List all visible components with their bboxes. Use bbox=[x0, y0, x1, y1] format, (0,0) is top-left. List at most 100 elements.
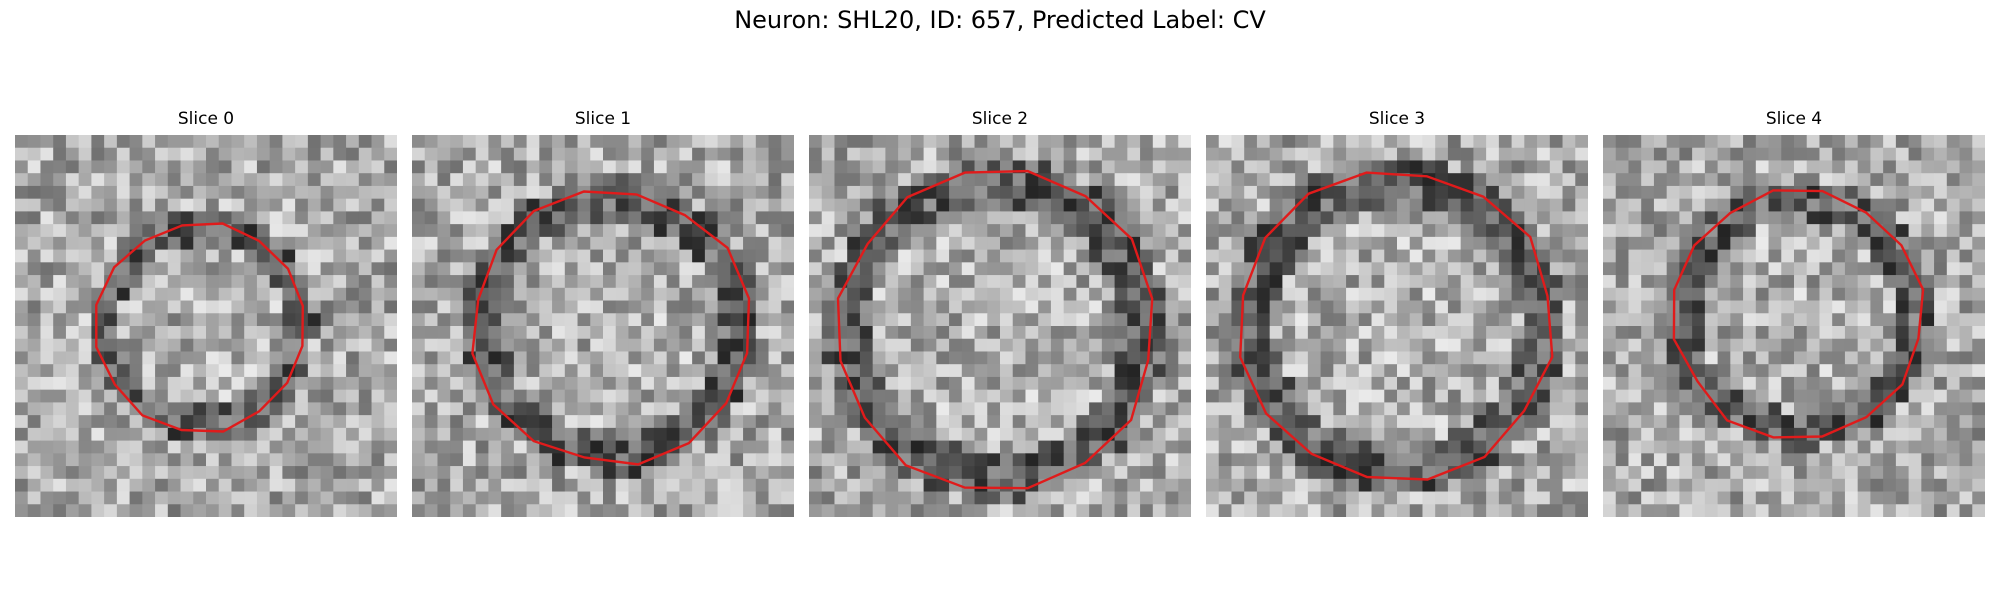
pixel bbox=[1206, 364, 1219, 377]
pixel bbox=[1692, 326, 1705, 339]
pixel bbox=[359, 262, 372, 275]
pixel bbox=[1641, 364, 1654, 377]
pixel bbox=[552, 288, 565, 301]
pixel bbox=[155, 390, 168, 403]
pixel bbox=[1308, 479, 1321, 492]
pixel bbox=[1845, 428, 1858, 441]
pixel bbox=[168, 492, 181, 505]
pixel bbox=[1372, 364, 1385, 377]
pixel bbox=[679, 237, 692, 250]
pixel bbox=[53, 288, 66, 301]
pixel bbox=[1206, 402, 1219, 415]
pixel bbox=[53, 224, 66, 237]
pixel bbox=[501, 250, 514, 263]
pixel bbox=[641, 441, 654, 454]
pixel bbox=[181, 160, 194, 173]
pixel bbox=[565, 173, 578, 186]
pixel bbox=[257, 275, 270, 288]
pixel bbox=[1321, 390, 1334, 403]
pixel bbox=[1166, 402, 1179, 415]
pixel bbox=[578, 211, 591, 224]
pixel bbox=[206, 288, 219, 301]
pixel bbox=[1448, 504, 1461, 517]
pixel bbox=[628, 466, 641, 479]
pixel bbox=[781, 160, 794, 173]
pixel bbox=[781, 402, 794, 415]
pixel bbox=[1550, 250, 1563, 263]
pixel bbox=[53, 466, 66, 479]
pixel bbox=[1064, 453, 1077, 466]
pixel bbox=[359, 326, 372, 339]
pixel bbox=[1321, 351, 1334, 364]
pixel bbox=[488, 288, 501, 301]
pixel bbox=[975, 492, 988, 505]
pixel bbox=[1756, 275, 1769, 288]
pixel bbox=[1972, 390, 1985, 403]
pixel bbox=[488, 339, 501, 352]
pixel bbox=[1102, 313, 1115, 326]
pixel bbox=[412, 237, 425, 250]
pixel bbox=[1064, 313, 1077, 326]
pixel bbox=[1384, 479, 1397, 492]
pixel bbox=[781, 173, 794, 186]
pixel bbox=[1794, 237, 1807, 250]
pixel bbox=[911, 339, 924, 352]
pixel bbox=[590, 402, 603, 415]
pixel bbox=[1231, 148, 1244, 161]
pixel bbox=[1896, 148, 1909, 161]
pixel bbox=[437, 148, 450, 161]
pixel bbox=[1076, 250, 1089, 263]
pixel bbox=[15, 160, 28, 173]
pixel bbox=[1756, 390, 1769, 403]
pixel bbox=[1244, 173, 1257, 186]
pixel bbox=[244, 351, 257, 364]
pixel bbox=[1153, 492, 1166, 505]
pixel bbox=[975, 199, 988, 212]
pixel bbox=[873, 160, 886, 173]
pixel bbox=[1909, 160, 1922, 173]
pixel bbox=[463, 288, 476, 301]
pixel bbox=[1025, 262, 1038, 275]
pixel bbox=[705, 313, 718, 326]
pixel bbox=[822, 326, 835, 339]
pixel bbox=[1461, 288, 1474, 301]
pixel bbox=[1845, 237, 1858, 250]
pixel bbox=[590, 364, 603, 377]
pixel bbox=[1603, 250, 1616, 263]
pixel bbox=[1718, 148, 1731, 161]
pixel bbox=[28, 301, 41, 314]
pixel bbox=[1832, 441, 1845, 454]
pixel bbox=[501, 224, 514, 237]
pixel bbox=[1178, 390, 1191, 403]
pixel bbox=[911, 148, 924, 161]
pixel bbox=[219, 492, 232, 505]
pixel bbox=[206, 135, 219, 148]
pixel bbox=[359, 479, 372, 492]
pixel bbox=[1743, 211, 1756, 224]
pixel bbox=[53, 479, 66, 492]
pixel bbox=[1934, 148, 1947, 161]
pixel bbox=[1410, 466, 1423, 479]
pixel bbox=[1870, 390, 1883, 403]
pixel bbox=[1102, 135, 1115, 148]
pixel bbox=[1115, 135, 1128, 148]
pixel bbox=[1769, 262, 1782, 275]
pixel bbox=[514, 351, 527, 364]
pixel bbox=[769, 211, 782, 224]
pixel bbox=[437, 135, 450, 148]
pixel bbox=[873, 339, 886, 352]
pixel bbox=[1512, 288, 1525, 301]
pixel bbox=[66, 135, 79, 148]
pixel bbox=[206, 250, 219, 263]
pixel bbox=[975, 148, 988, 161]
pixel bbox=[1206, 135, 1219, 148]
pixel bbox=[1013, 262, 1026, 275]
pixel bbox=[450, 301, 463, 314]
pixel bbox=[1603, 504, 1616, 517]
pixel bbox=[155, 479, 168, 492]
pixel bbox=[1127, 504, 1140, 517]
pixel bbox=[1972, 466, 1985, 479]
pixel bbox=[1372, 492, 1385, 505]
pixel bbox=[590, 390, 603, 403]
slice-panel-1: Slice 1 bbox=[412, 108, 794, 130]
